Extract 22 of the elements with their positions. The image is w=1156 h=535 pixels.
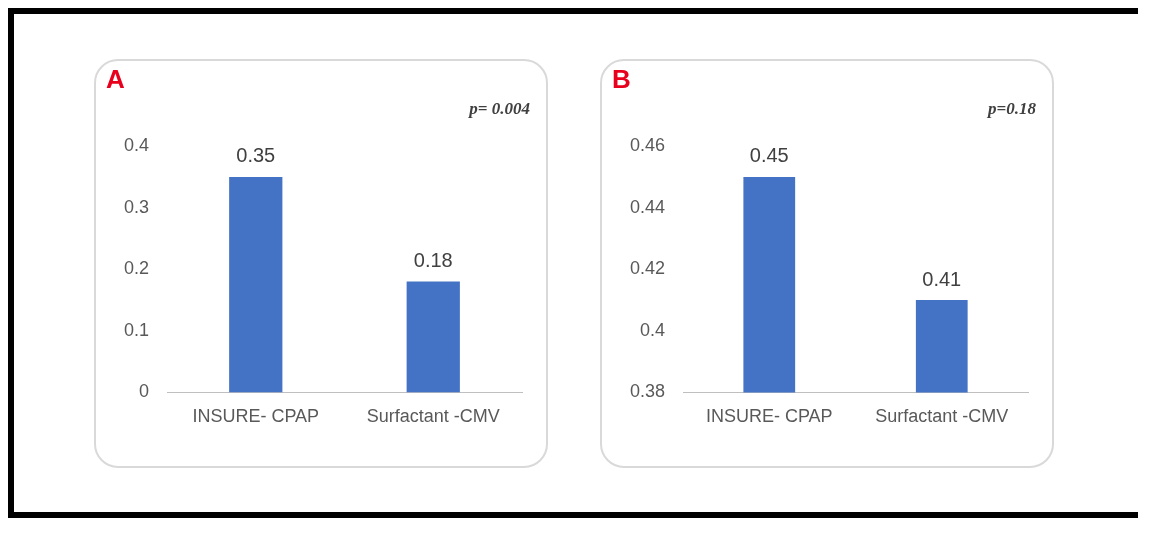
text: p=0.18 <box>986 98 1037 118</box>
data-label: 0.18 <box>413 249 453 272</box>
y-tick-label: 0.46 <box>629 135 666 156</box>
y-tick-label: 0.44 <box>629 196 666 217</box>
y-tick-label: 0.2 <box>123 258 150 279</box>
x-tick-label: Surfactant -CMV <box>875 406 1009 427</box>
chart-title: B <box>612 63 631 94</box>
y-tick-label: 0.38 <box>629 381 666 402</box>
data-label: 0.35 <box>236 144 276 167</box>
data-label: 0.41 <box>922 267 962 290</box>
text: p= 0.004 <box>467 98 530 118</box>
x-tick-label: Surfactant -CMV <box>366 406 500 427</box>
x-tick-label: INSURE- CPAP <box>192 406 320 427</box>
y-tick-label: 0.42 <box>629 258 666 279</box>
data-label: 0.45 <box>749 144 789 167</box>
y-tick-label: 0.1 <box>123 319 150 340</box>
y-tick-label: 0.4 <box>640 319 666 340</box>
chart-title: A <box>106 63 125 94</box>
y-tick-label: 0 <box>139 381 150 402</box>
x-tick-label: INSURE- CPAP <box>705 406 833 427</box>
y-tick-label: 0.3 <box>123 196 150 217</box>
y-tick-label: 0.4 <box>123 135 150 156</box>
